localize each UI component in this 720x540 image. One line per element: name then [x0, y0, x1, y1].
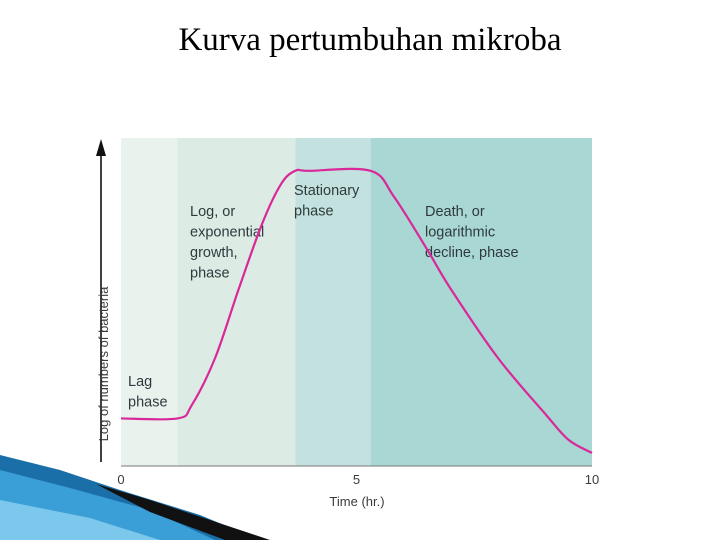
x-tick-label-1: 5 [353, 472, 360, 487]
phase-label-2: Stationary phase [294, 183, 360, 220]
y-axis-arrowhead [96, 139, 106, 156]
phase-label-0: Lag phase [128, 374, 168, 411]
phase-band-0 [121, 138, 178, 466]
x-axis-label: Time (hr.) [329, 494, 384, 509]
slide-corner-decoration [0, 455, 270, 540]
phase-label-3: Death, or logarithmic decline, phase [425, 204, 519, 261]
x-tick-label-2: 10 [585, 472, 599, 487]
x-tick-label-0: 0 [117, 472, 124, 487]
phase-band-1 [177, 138, 296, 466]
phase-labels: Lag phase Log, or exponential growth, phase St… [128, 183, 519, 411]
phase-band-3 [370, 138, 592, 466]
phase-label-1: Log, or exponential growth, phase [190, 204, 264, 282]
y-axis-label: Log of numbers of bacteria [96, 286, 111, 441]
slide-title: Kurva pertumbuhan mikroba [178, 22, 562, 58]
phase-band-2 [295, 138, 371, 466]
x-ticks: 0 5 10 [117, 472, 599, 487]
growth-curve-line [120, 167, 593, 454]
